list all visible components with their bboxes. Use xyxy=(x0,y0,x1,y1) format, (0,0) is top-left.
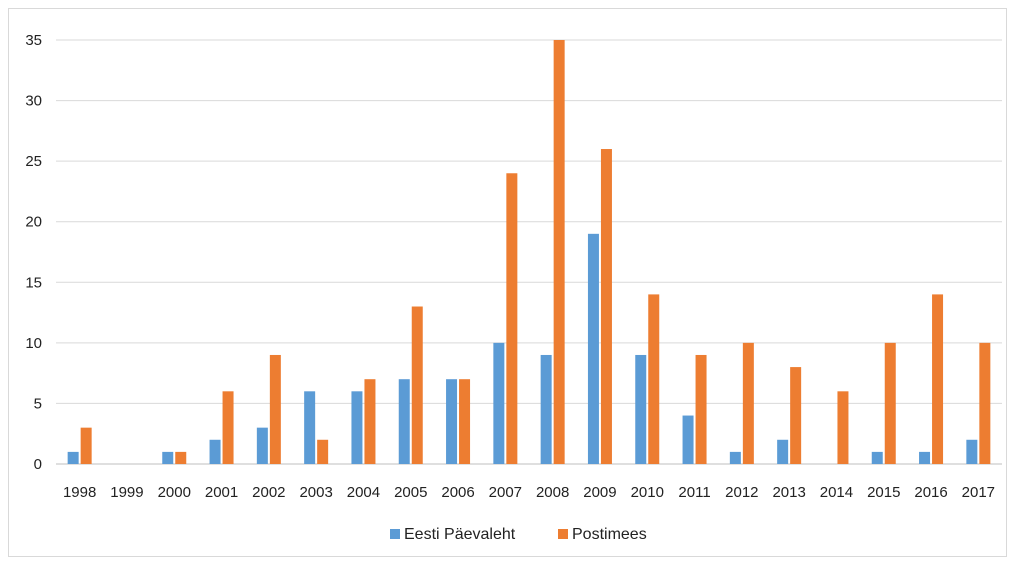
x-tick-label: 2011 xyxy=(678,484,710,501)
bar-eesti-p-evaleht-2006 xyxy=(446,379,458,464)
bar-postimees-2005 xyxy=(411,306,423,464)
x-tick-label: 2015 xyxy=(867,484,900,501)
x-tick-label: 2014 xyxy=(820,484,853,501)
y-tick-label: 25 xyxy=(25,153,42,170)
bar-postimees-2000 xyxy=(175,451,187,464)
bars xyxy=(67,40,991,464)
bar-eesti-p-evaleht-2011 xyxy=(682,415,694,464)
x-tick-label: 2005 xyxy=(394,484,427,501)
x-tick-label: 2002 xyxy=(252,484,285,501)
bar-postimees-2012 xyxy=(742,342,754,464)
y-tick-label: 15 xyxy=(25,274,42,291)
bar-postimees-2008 xyxy=(553,40,565,464)
bar-postimees-2011 xyxy=(695,354,707,464)
bar-postimees-1998 xyxy=(80,427,92,464)
bar-postimees-2002 xyxy=(269,354,281,464)
bar-postimees-2017 xyxy=(979,342,991,464)
x-tick-label: 2007 xyxy=(489,484,522,501)
x-tick-label: 2001 xyxy=(205,484,238,501)
x-tick-label: 2012 xyxy=(725,484,758,501)
bar-eesti-p-evaleht-2009 xyxy=(587,233,599,464)
bar-eesti-p-evaleht-2005 xyxy=(398,379,410,464)
bar-eesti-p-evaleht-2001 xyxy=(209,439,221,464)
x-tick-label: 2013 xyxy=(772,484,805,501)
x-tick-label: 2008 xyxy=(536,484,569,501)
y-tick-label: 5 xyxy=(34,395,42,412)
bar-postimees-2001 xyxy=(222,391,234,464)
x-axis-ticks: 1998 1999 2000 2001 2002 2003 2004 2005 2006 2007… xyxy=(63,484,995,501)
bar-postimees-2014 xyxy=(837,391,849,464)
y-axis-ticks: 0 5 10 15 20 25 30 35 xyxy=(25,32,42,473)
bar-eesti-p-evaleht-2004 xyxy=(351,391,363,464)
gridlines xyxy=(56,39,1002,465)
x-tick-label: 2006 xyxy=(441,484,474,501)
bar-eesti-p-evaleht-2013 xyxy=(777,439,789,464)
bar-eesti-p-evaleht-2000 xyxy=(162,451,174,464)
bar-eesti-p-evaleht-2002 xyxy=(256,427,268,464)
y-tick-label: 0 xyxy=(34,456,42,473)
bar-eesti-p-evaleht-2017 xyxy=(966,439,978,464)
x-tick-label: 1998 xyxy=(63,484,96,501)
legend-swatch xyxy=(390,529,400,539)
x-tick-label: 1999 xyxy=(110,484,143,501)
bar-eesti-p-evaleht-2016 xyxy=(919,451,931,464)
bar-postimees-2006 xyxy=(459,379,471,464)
x-tick-label: 2004 xyxy=(347,484,380,501)
legend-label: Postimees xyxy=(572,526,647,543)
bar-eesti-p-evaleht-2015 xyxy=(871,451,883,464)
bar-eesti-p-evaleht-2008 xyxy=(540,354,552,464)
legend-swatch xyxy=(558,529,568,539)
legend: Eesti Päevaleht Postimees xyxy=(390,526,647,543)
y-tick-label: 30 xyxy=(25,93,42,110)
y-tick-label: 35 xyxy=(25,32,42,49)
bar-postimees-2010 xyxy=(648,294,660,464)
bar-eesti-p-evaleht-2010 xyxy=(635,354,647,464)
y-tick-label: 10 xyxy=(25,335,42,352)
x-tick-label: 2016 xyxy=(914,484,947,501)
bar-eesti-p-evaleht-2007 xyxy=(493,342,505,464)
x-tick-label: 2003 xyxy=(299,484,332,501)
bar-eesti-p-evaleht-1998 xyxy=(67,451,79,464)
bar-postimees-2004 xyxy=(364,379,376,464)
y-tick-label: 20 xyxy=(25,214,42,231)
bar-postimees-2016 xyxy=(932,294,944,464)
bar-eesti-p-evaleht-2012 xyxy=(729,451,741,464)
x-tick-label: 2000 xyxy=(158,484,191,501)
bar-postimees-2003 xyxy=(317,439,329,464)
bar-postimees-2009 xyxy=(600,149,612,464)
bar-postimees-2007 xyxy=(506,173,518,464)
legend-label: Eesti Päevaleht xyxy=(404,526,516,543)
x-tick-label: 2010 xyxy=(631,484,664,501)
bar-eesti-p-evaleht-2003 xyxy=(304,391,316,464)
bar-postimees-2015 xyxy=(884,342,896,464)
bar-postimees-2013 xyxy=(790,367,802,464)
x-tick-label: 2017 xyxy=(962,484,995,501)
x-tick-label: 2009 xyxy=(583,484,616,501)
